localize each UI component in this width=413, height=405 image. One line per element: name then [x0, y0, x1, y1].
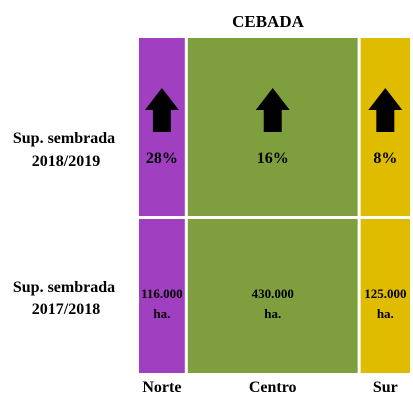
up-arrow-icon-sur	[368, 88, 403, 132]
row-label-2017-2018-line2: 2017/2018	[32, 301, 100, 318]
region-label-centro: Centro	[249, 379, 297, 396]
change-label-norte: 28%	[146, 150, 178, 167]
area-label-sur-line1: 125.000	[364, 286, 406, 301]
chart-marks: 28% 116.000 ha. Norte 16% 430.000 ha. Centro 8% 1…	[139, 38, 410, 396]
row-label-2018-2019-line1: Sup. sembrada	[13, 130, 115, 147]
chart-title: CEBADA	[232, 12, 305, 31]
change-label-sur: 8%	[373, 150, 397, 167]
up-arrow-icon-centro	[255, 88, 290, 132]
row-label-2017-2018-line1: Sup. sembrada	[13, 279, 115, 296]
bar-2017-2018-centro	[187, 219, 358, 373]
bar-2017-2018-norte	[139, 219, 185, 373]
area-label-centro: 430.000 ha.	[252, 286, 294, 321]
area-label-sur: 125.000 ha.	[364, 286, 406, 321]
row-label-2017-2018: Sup. sembrada 2017/2018	[13, 279, 119, 318]
area-label-centro-line2: ha.	[264, 306, 281, 321]
row-label-2018-2019: Sup. sembrada 2018/2019	[13, 130, 119, 170]
region-label-sur: Sur	[373, 379, 398, 396]
bar-2017-2018-sur	[360, 219, 410, 373]
up-arrow-icon-norte	[144, 88, 179, 132]
area-label-centro-line1: 430.000	[252, 286, 294, 301]
area-label-norte: 116.000 ha.	[141, 286, 183, 321]
change-label-centro: 16%	[257, 150, 289, 167]
area-label-norte-line2: ha.	[153, 306, 170, 321]
area-label-norte-line1: 116.000	[141, 286, 183, 301]
row-label-2018-2019-line2: 2018/2019	[32, 153, 100, 170]
area-label-sur-line2: ha.	[377, 306, 394, 321]
region-label-norte: Norte	[142, 379, 181, 396]
